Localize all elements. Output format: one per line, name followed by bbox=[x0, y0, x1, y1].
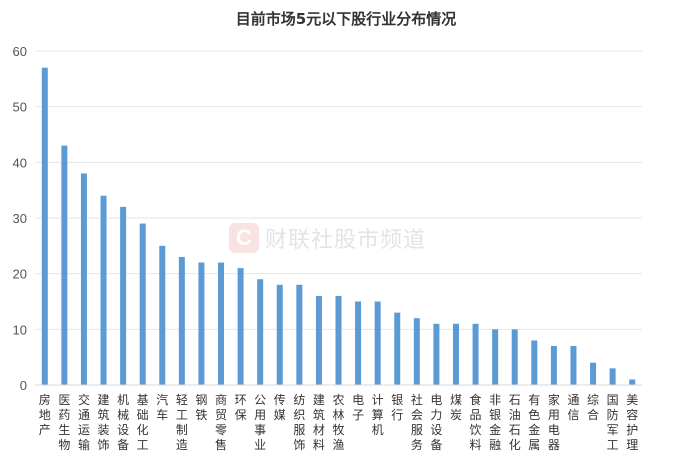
chart-title: 目前市场5元以下股行业分布情况 bbox=[235, 10, 457, 28]
bar bbox=[80, 173, 87, 385]
bar bbox=[41, 67, 48, 385]
y-tick-label: 10 bbox=[13, 322, 27, 337]
y-tick-label: 60 bbox=[13, 44, 27, 59]
x-tick-label: 商贸零售 bbox=[215, 392, 227, 452]
x-tick-label: 非银金融 bbox=[489, 393, 501, 452]
bar bbox=[198, 262, 205, 385]
bars bbox=[41, 67, 636, 385]
x-axis-ticks: 房地产医药生物交通运输建筑装饰机械设备基础化工汽车轻工制造钢铁商贸零售环保公用事… bbox=[39, 392, 638, 452]
x-tick-label: 钢铁 bbox=[195, 393, 207, 422]
x-tick-label: 建筑装饰 bbox=[98, 393, 110, 452]
x-tick-label: 银行 bbox=[391, 393, 403, 422]
bar bbox=[394, 312, 401, 385]
y-tick-label: 40 bbox=[13, 155, 27, 170]
x-tick-label: 纺织服饰 bbox=[293, 393, 305, 452]
y-tick-label: 30 bbox=[13, 211, 27, 226]
bar bbox=[178, 256, 185, 385]
bar bbox=[629, 379, 636, 385]
bar bbox=[472, 323, 479, 385]
bar bbox=[413, 318, 420, 385]
bar bbox=[61, 145, 68, 385]
x-tick-label: 环保 bbox=[235, 393, 247, 422]
bar bbox=[511, 329, 518, 385]
x-tick-label: 通信 bbox=[567, 393, 579, 422]
x-tick-label: 家用电器 bbox=[548, 392, 560, 452]
x-tick-label: 电力设备 bbox=[430, 393, 442, 452]
x-tick-label: 农林牧渔 bbox=[332, 393, 344, 452]
bar bbox=[218, 262, 225, 385]
y-tick-label: 0 bbox=[20, 378, 27, 393]
y-axis-ticks: 0 10 20 30 40 50 60 bbox=[13, 44, 27, 393]
bar bbox=[276, 284, 283, 385]
bar bbox=[492, 329, 499, 385]
watermark: C 财联社股市频道 bbox=[229, 222, 426, 254]
bar bbox=[374, 301, 381, 385]
bar bbox=[296, 284, 303, 385]
bar bbox=[139, 223, 146, 385]
x-tick-label: 基础化工 bbox=[137, 393, 149, 452]
y-tick-label: 20 bbox=[13, 267, 27, 282]
x-tick-label: 煤炭 bbox=[450, 393, 462, 422]
x-tick-label: 传媒 bbox=[274, 392, 286, 422]
bar bbox=[237, 268, 244, 385]
x-tick-label: 电子 bbox=[352, 393, 364, 422]
x-tick-label: 计算机 bbox=[372, 393, 384, 437]
watermark-logo-icon: C bbox=[229, 223, 259, 253]
x-tick-label: 建筑材料 bbox=[313, 393, 325, 452]
x-tick-label: 美容护理 bbox=[626, 393, 638, 452]
bar bbox=[100, 195, 107, 385]
x-tick-label: 石油石化 bbox=[509, 393, 521, 452]
bar bbox=[452, 323, 459, 385]
x-tick-label: 有色金属 bbox=[528, 393, 540, 452]
bar bbox=[433, 323, 440, 385]
x-tick-label: 机械设备 bbox=[117, 393, 129, 452]
x-tick-label: 食品饮料 bbox=[470, 392, 482, 452]
x-tick-label: 医药生物 bbox=[58, 393, 70, 452]
x-tick-label: 汽车 bbox=[156, 392, 168, 422]
x-tick-label: 公用事业 bbox=[254, 393, 266, 452]
y-tick-label: 50 bbox=[13, 100, 27, 115]
bar bbox=[550, 346, 557, 385]
bar bbox=[335, 295, 342, 385]
bar bbox=[120, 206, 127, 385]
x-tick-label: 社会服务 bbox=[411, 392, 423, 452]
bar bbox=[355, 301, 362, 385]
x-tick-label: 房地产 bbox=[39, 392, 51, 437]
x-tick-label: 交通运输 bbox=[78, 392, 90, 452]
watermark-text: 财联社股市频道 bbox=[265, 228, 427, 253]
bar bbox=[570, 346, 577, 385]
bar bbox=[531, 340, 538, 385]
bar bbox=[315, 295, 322, 385]
x-tick-label: 国防军工 bbox=[607, 393, 619, 452]
bar bbox=[590, 362, 597, 385]
bar bbox=[609, 368, 616, 385]
bar bbox=[159, 245, 166, 385]
x-tick-label: 综合 bbox=[587, 393, 599, 422]
x-tick-label: 轻工制造 bbox=[176, 393, 188, 452]
bar bbox=[257, 279, 264, 385]
